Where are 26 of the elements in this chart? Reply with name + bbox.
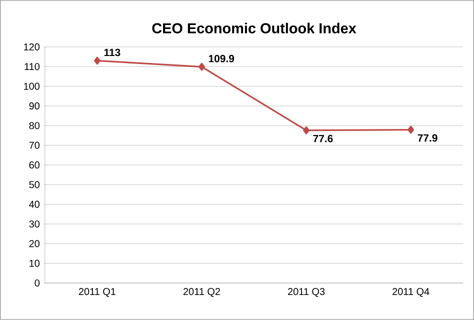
data-label: 77.9 — [418, 134, 438, 142]
y-tick-label: 40 — [29, 200, 40, 208]
y-tick-label: 60 — [29, 161, 40, 169]
y-tick-label: 80 — [29, 122, 40, 130]
y-tick-label: 100 — [24, 82, 40, 90]
y-tick-label: 50 — [29, 181, 40, 188]
y-tick-label: 10 — [30, 260, 40, 267]
chart-title: CEO Economic Outlook Index — [152, 22, 356, 34]
x-tick-label: 2011 Q3 — [288, 288, 325, 297]
point — [408, 126, 414, 134]
y-tick-label: 30 — [29, 220, 40, 228]
data-label: 77.6 — [313, 134, 333, 142]
x-tick-label: 2011 Q4 — [392, 288, 430, 297]
point — [94, 56, 100, 65]
y-tick-label: 20 — [29, 240, 40, 248]
point — [198, 62, 205, 71]
y-tick-label: 110 — [24, 63, 40, 70]
y-tick-label: 120 — [24, 43, 40, 50]
y-tick-label: 70 — [29, 142, 40, 149]
point — [303, 126, 310, 134]
data-label: 113 — [104, 48, 120, 56]
x-tick-label: 2011 Q2 — [183, 288, 220, 297]
y-tick-label: 0 — [34, 280, 40, 287]
data-label: 109.9 — [208, 54, 234, 62]
y-tick-label: 90 — [29, 102, 40, 110]
x-tick-label: 2011 Q1 — [78, 288, 116, 297]
